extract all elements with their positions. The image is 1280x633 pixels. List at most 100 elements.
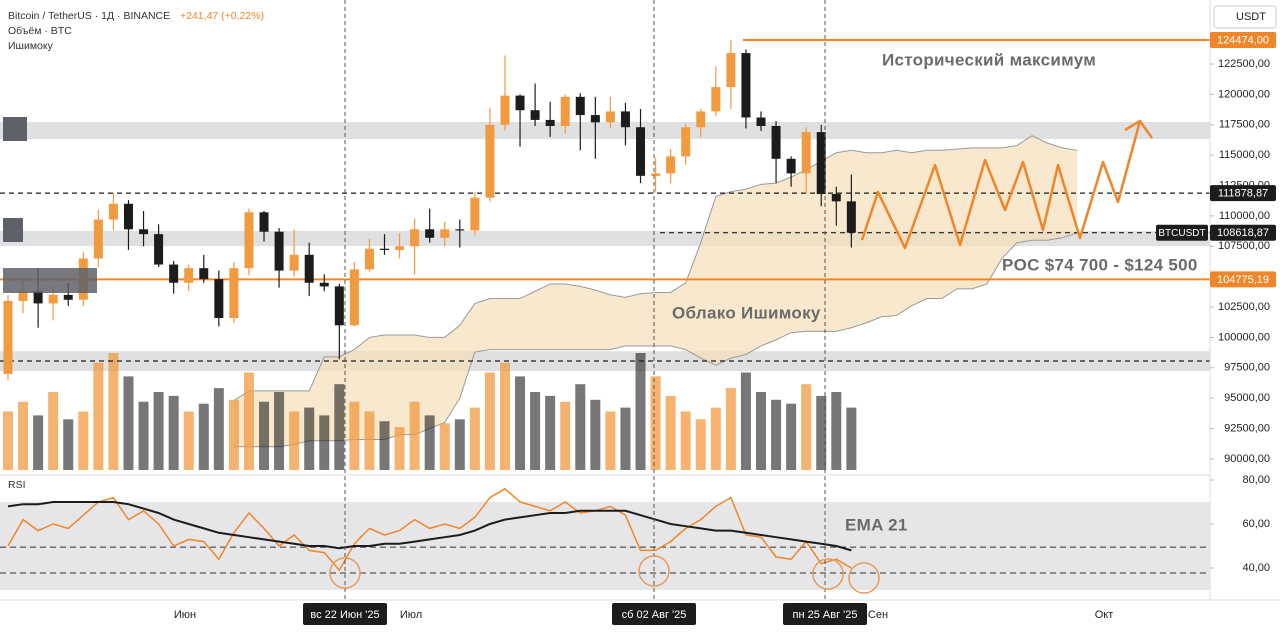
price-label: 124474,00 bbox=[1217, 34, 1269, 46]
annotation: Облако Ишимоку bbox=[672, 303, 821, 322]
candle-body bbox=[364, 248, 374, 270]
volume-bar bbox=[183, 411, 194, 470]
volume-bar bbox=[213, 388, 224, 470]
volume-bar bbox=[831, 392, 842, 470]
crosshair-label: вс 22 Июн '25 bbox=[310, 609, 379, 621]
candle-body bbox=[470, 197, 480, 231]
symbol-title: Bitcoin / TetherUS · 1Д · BINANCE bbox=[8, 10, 170, 22]
volume-bar bbox=[138, 401, 149, 470]
crosshairs bbox=[344, 0, 826, 600]
volume-bar bbox=[530, 392, 541, 470]
candle-body bbox=[139, 229, 149, 235]
price-label-box bbox=[1210, 271, 1276, 288]
candle-body bbox=[63, 294, 73, 300]
volume-bar bbox=[153, 392, 164, 470]
y-tick-label: 80,00 bbox=[1242, 474, 1270, 486]
marker bbox=[3, 117, 27, 141]
x-tick-label: Июн bbox=[174, 609, 196, 621]
candle-body bbox=[334, 286, 344, 326]
candle-body bbox=[831, 194, 841, 202]
volume-bar bbox=[289, 411, 300, 470]
time-axis: Июн Июл Сен Окт вс 22 Июн '25 сб 02 Авг '25 пн… bbox=[0, 599, 1280, 625]
candle-body bbox=[515, 95, 525, 111]
rsi-line bbox=[7, 487, 852, 572]
cloud-area bbox=[233, 135, 1078, 447]
volume-bar bbox=[259, 401, 270, 470]
volume-bar bbox=[560, 401, 571, 470]
ema-line bbox=[7, 500, 852, 552]
candle-body bbox=[410, 229, 420, 247]
candle-body bbox=[590, 115, 600, 123]
y-tick-label: 120000,00 bbox=[1218, 88, 1270, 100]
candle-body bbox=[846, 201, 856, 233]
y-tick-label: 117500,00 bbox=[1219, 119, 1270, 131]
volume-bar bbox=[48, 392, 59, 470]
volume-bar bbox=[409, 401, 420, 470]
cloud-upper bbox=[233, 135, 1078, 402]
left-markers bbox=[3, 117, 97, 293]
y-tick-label: 90000,00 bbox=[1224, 453, 1270, 465]
y-tick-label: 60,00 bbox=[1242, 518, 1270, 530]
candle-body bbox=[289, 254, 299, 271]
volume-bar bbox=[499, 362, 510, 470]
candle-body bbox=[304, 254, 314, 283]
candle-body bbox=[425, 229, 435, 238]
price-label-box bbox=[1210, 185, 1276, 202]
y-tick-label: 97500,00 bbox=[1224, 362, 1270, 374]
indicator-label: Объём · BTC bbox=[8, 25, 72, 37]
volume-bar bbox=[846, 407, 857, 470]
annotation: POC $74 700 - $124 500 bbox=[1002, 255, 1198, 274]
candle-body bbox=[816, 132, 826, 195]
rsi-title: RSI bbox=[8, 479, 26, 491]
candle-body bbox=[244, 212, 254, 269]
crosshair-label: пн 25 Авг '25 bbox=[793, 609, 858, 621]
volume-bar bbox=[605, 411, 616, 470]
volume-bar bbox=[349, 401, 360, 470]
candle-body bbox=[575, 96, 585, 116]
candle-body bbox=[666, 156, 676, 174]
highlight-circle bbox=[638, 555, 670, 587]
volume-bar bbox=[304, 407, 315, 470]
crosshair-label-box bbox=[303, 603, 387, 625]
volume-bar bbox=[198, 403, 209, 470]
volume-bar bbox=[3, 411, 13, 470]
volume-bar bbox=[18, 401, 29, 470]
symbol-tag: BTCUSDT bbox=[1158, 228, 1205, 239]
volume-bar bbox=[33, 415, 44, 470]
volume-bar bbox=[710, 407, 721, 470]
volume-bar bbox=[740, 372, 751, 470]
candle-body bbox=[169, 264, 179, 283]
candle-body bbox=[786, 158, 796, 174]
volume bbox=[3, 353, 857, 470]
candle-body bbox=[500, 95, 510, 125]
candle-body bbox=[349, 269, 359, 326]
candle-body bbox=[48, 294, 58, 304]
candle-body bbox=[651, 173, 661, 176]
y-tick-label: 107500,00 bbox=[1218, 240, 1270, 252]
price-label: 111878,87 bbox=[1218, 187, 1268, 199]
candle-body bbox=[620, 111, 630, 128]
projected-path bbox=[860, 120, 1142, 250]
y-tick-label: 95000,00 bbox=[1224, 392, 1270, 404]
volume-bar bbox=[243, 372, 254, 470]
projection bbox=[860, 119, 1154, 250]
volume-bar bbox=[108, 353, 119, 470]
candle-body bbox=[154, 234, 164, 265]
price-label-box bbox=[1210, 224, 1276, 241]
volume-bar bbox=[394, 427, 405, 470]
currency: USDT bbox=[1236, 11, 1266, 23]
candle-body bbox=[199, 268, 209, 280]
rsi-band bbox=[0, 501, 1210, 590]
y-tick-label: 110000,00 bbox=[1219, 210, 1270, 222]
y-tick-label: 122500,00 bbox=[1218, 58, 1270, 70]
candles bbox=[3, 40, 856, 380]
volume-bar bbox=[575, 384, 586, 470]
candle-body bbox=[3, 300, 13, 374]
volume-bar bbox=[650, 376, 661, 470]
candle-body bbox=[395, 246, 405, 250]
candle-body bbox=[259, 212, 269, 232]
volume-bar bbox=[364, 411, 375, 470]
candle-body bbox=[485, 124, 495, 198]
y-tick-label: 100000,00 bbox=[1218, 331, 1270, 343]
